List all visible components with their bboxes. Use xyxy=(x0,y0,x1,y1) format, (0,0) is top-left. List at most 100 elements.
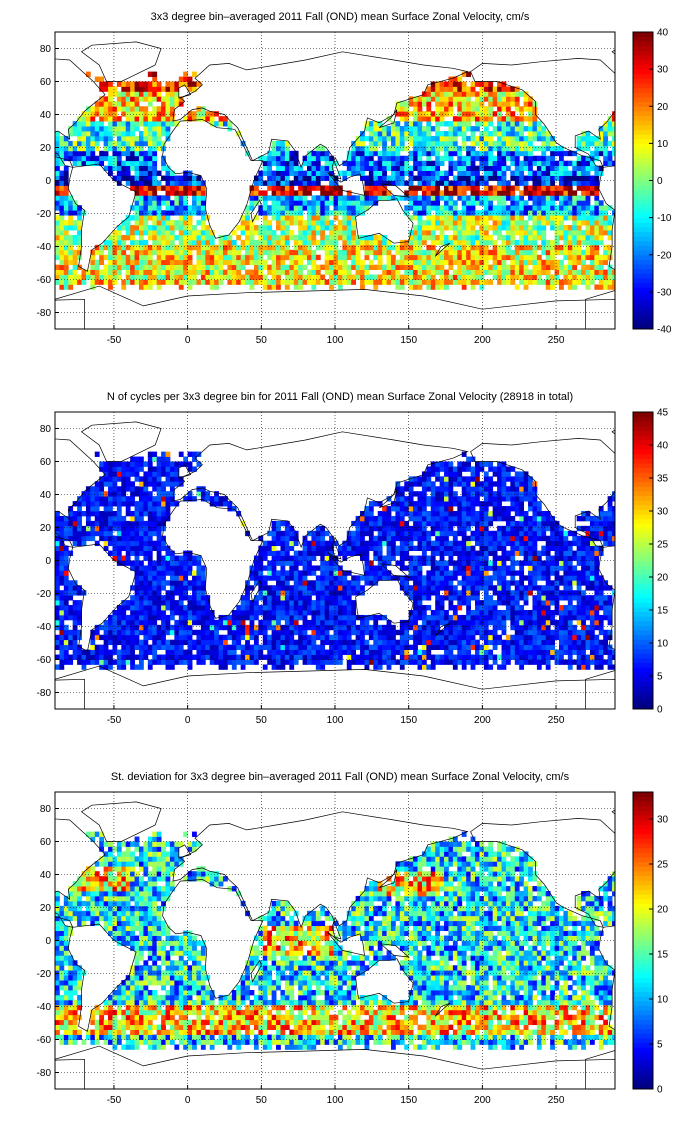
heatmap-cell xyxy=(77,654,82,660)
heatmap-cell xyxy=(598,619,604,626)
heatmap-cell xyxy=(298,264,303,270)
heatmap-cell xyxy=(603,279,609,285)
heatmap-cell xyxy=(249,230,255,236)
heatmap-cell xyxy=(280,165,286,171)
heatmap-cell xyxy=(514,106,520,112)
heatmap-cell xyxy=(55,614,60,621)
heatmap-cell xyxy=(452,140,458,147)
heatmap-cell xyxy=(125,264,131,270)
heatmap-cell xyxy=(426,220,432,226)
heatmap-cell xyxy=(532,101,538,107)
heatmap-cell xyxy=(373,274,379,280)
heatmap-cell xyxy=(72,639,78,646)
heatmap-cell xyxy=(337,639,343,646)
heatmap-cell xyxy=(408,185,414,191)
heatmap-cell xyxy=(404,254,410,261)
heatmap-cell xyxy=(413,185,418,191)
heatmap-cell xyxy=(125,225,131,231)
heatmap-cell xyxy=(108,249,113,256)
heatmap-cell xyxy=(528,126,533,132)
heatmap-cell xyxy=(435,160,441,167)
heatmap-cell xyxy=(519,121,525,127)
heatmap-cell xyxy=(143,96,149,102)
heatmap-cell xyxy=(541,244,547,251)
heatmap-cell xyxy=(342,644,348,650)
heatmap-cell xyxy=(550,170,555,176)
heatmap-cell xyxy=(329,254,334,261)
heatmap-cell xyxy=(545,170,551,176)
heatmap-cell xyxy=(108,634,113,641)
heatmap-cell xyxy=(417,200,423,206)
heatmap-cell xyxy=(413,239,418,246)
heatmap-cell xyxy=(417,205,423,211)
heatmap-cell xyxy=(245,624,250,631)
heatmap-cell xyxy=(413,210,418,216)
heatmap-cell xyxy=(192,175,197,181)
heatmap-cell xyxy=(391,160,396,167)
heatmap-cell xyxy=(311,170,317,176)
heatmap-cell xyxy=(156,279,162,285)
heatmap-cell xyxy=(165,614,171,621)
heatmap-cell xyxy=(355,170,361,176)
heatmap-cell xyxy=(483,121,489,127)
heatmap-cell xyxy=(492,605,498,611)
heatmap-cell xyxy=(581,239,586,246)
heatmap-cell xyxy=(510,150,516,157)
heatmap-cell xyxy=(90,131,96,137)
heatmap-cell xyxy=(156,91,162,97)
heatmap-cell xyxy=(377,649,383,655)
heatmap-cell xyxy=(161,254,166,261)
heatmap-cell xyxy=(505,106,511,112)
heatmap-cell xyxy=(430,654,436,660)
heatmap-cell xyxy=(430,610,436,616)
heatmap-cell xyxy=(236,605,242,611)
heatmap-cell xyxy=(457,131,463,137)
heatmap-cell xyxy=(404,180,410,186)
heatmap-cell xyxy=(147,269,153,275)
heatmap-cell xyxy=(368,175,374,181)
heatmap-cell xyxy=(572,220,578,226)
heatmap-cell xyxy=(541,279,547,285)
heatmap-cell xyxy=(187,259,193,266)
heatmap-cell xyxy=(382,180,387,186)
heatmap-cell xyxy=(475,259,480,266)
heatmap-cell xyxy=(510,126,516,132)
heatmap-cell xyxy=(488,190,494,196)
heatmap-cell xyxy=(528,279,533,285)
heatmap-cell xyxy=(581,249,586,256)
heatmap-cell xyxy=(589,274,595,280)
heatmap-cell xyxy=(510,644,516,650)
heatmap-cell xyxy=(315,264,321,270)
heatmap-cell xyxy=(174,101,180,107)
colorbar-segment xyxy=(633,264,653,270)
heatmap-cell xyxy=(541,610,547,616)
heatmap-cell xyxy=(528,610,533,616)
heatmap-cell xyxy=(505,605,511,611)
heatmap-cell xyxy=(466,274,471,280)
heatmap-cell xyxy=(545,664,551,670)
heatmap-cell xyxy=(90,644,96,650)
heatmap-cell xyxy=(125,170,131,176)
heatmap-cell xyxy=(125,81,131,87)
heatmap-cell xyxy=(99,131,105,137)
heatmap-cell xyxy=(298,175,303,181)
heatmap-cell xyxy=(333,200,339,206)
heatmap-cell xyxy=(417,195,423,201)
heatmap-cell xyxy=(492,225,498,231)
heatmap-cell xyxy=(461,106,467,112)
heatmap-cell xyxy=(457,96,463,102)
heatmap-cell xyxy=(501,254,507,261)
heatmap-cell xyxy=(519,126,525,132)
heatmap-cell xyxy=(452,239,458,246)
heatmap-cell xyxy=(421,614,427,621)
heatmap-cell xyxy=(258,180,264,186)
heatmap-cell xyxy=(408,150,414,157)
heatmap-cell xyxy=(572,165,578,171)
heatmap-cell xyxy=(169,230,175,236)
heatmap-cell xyxy=(417,170,423,176)
heatmap-cell xyxy=(72,274,78,280)
heatmap-cell xyxy=(236,610,242,616)
heatmap-cell xyxy=(585,664,591,670)
heatmap-cell xyxy=(121,634,127,641)
heatmap-cell xyxy=(267,225,273,231)
